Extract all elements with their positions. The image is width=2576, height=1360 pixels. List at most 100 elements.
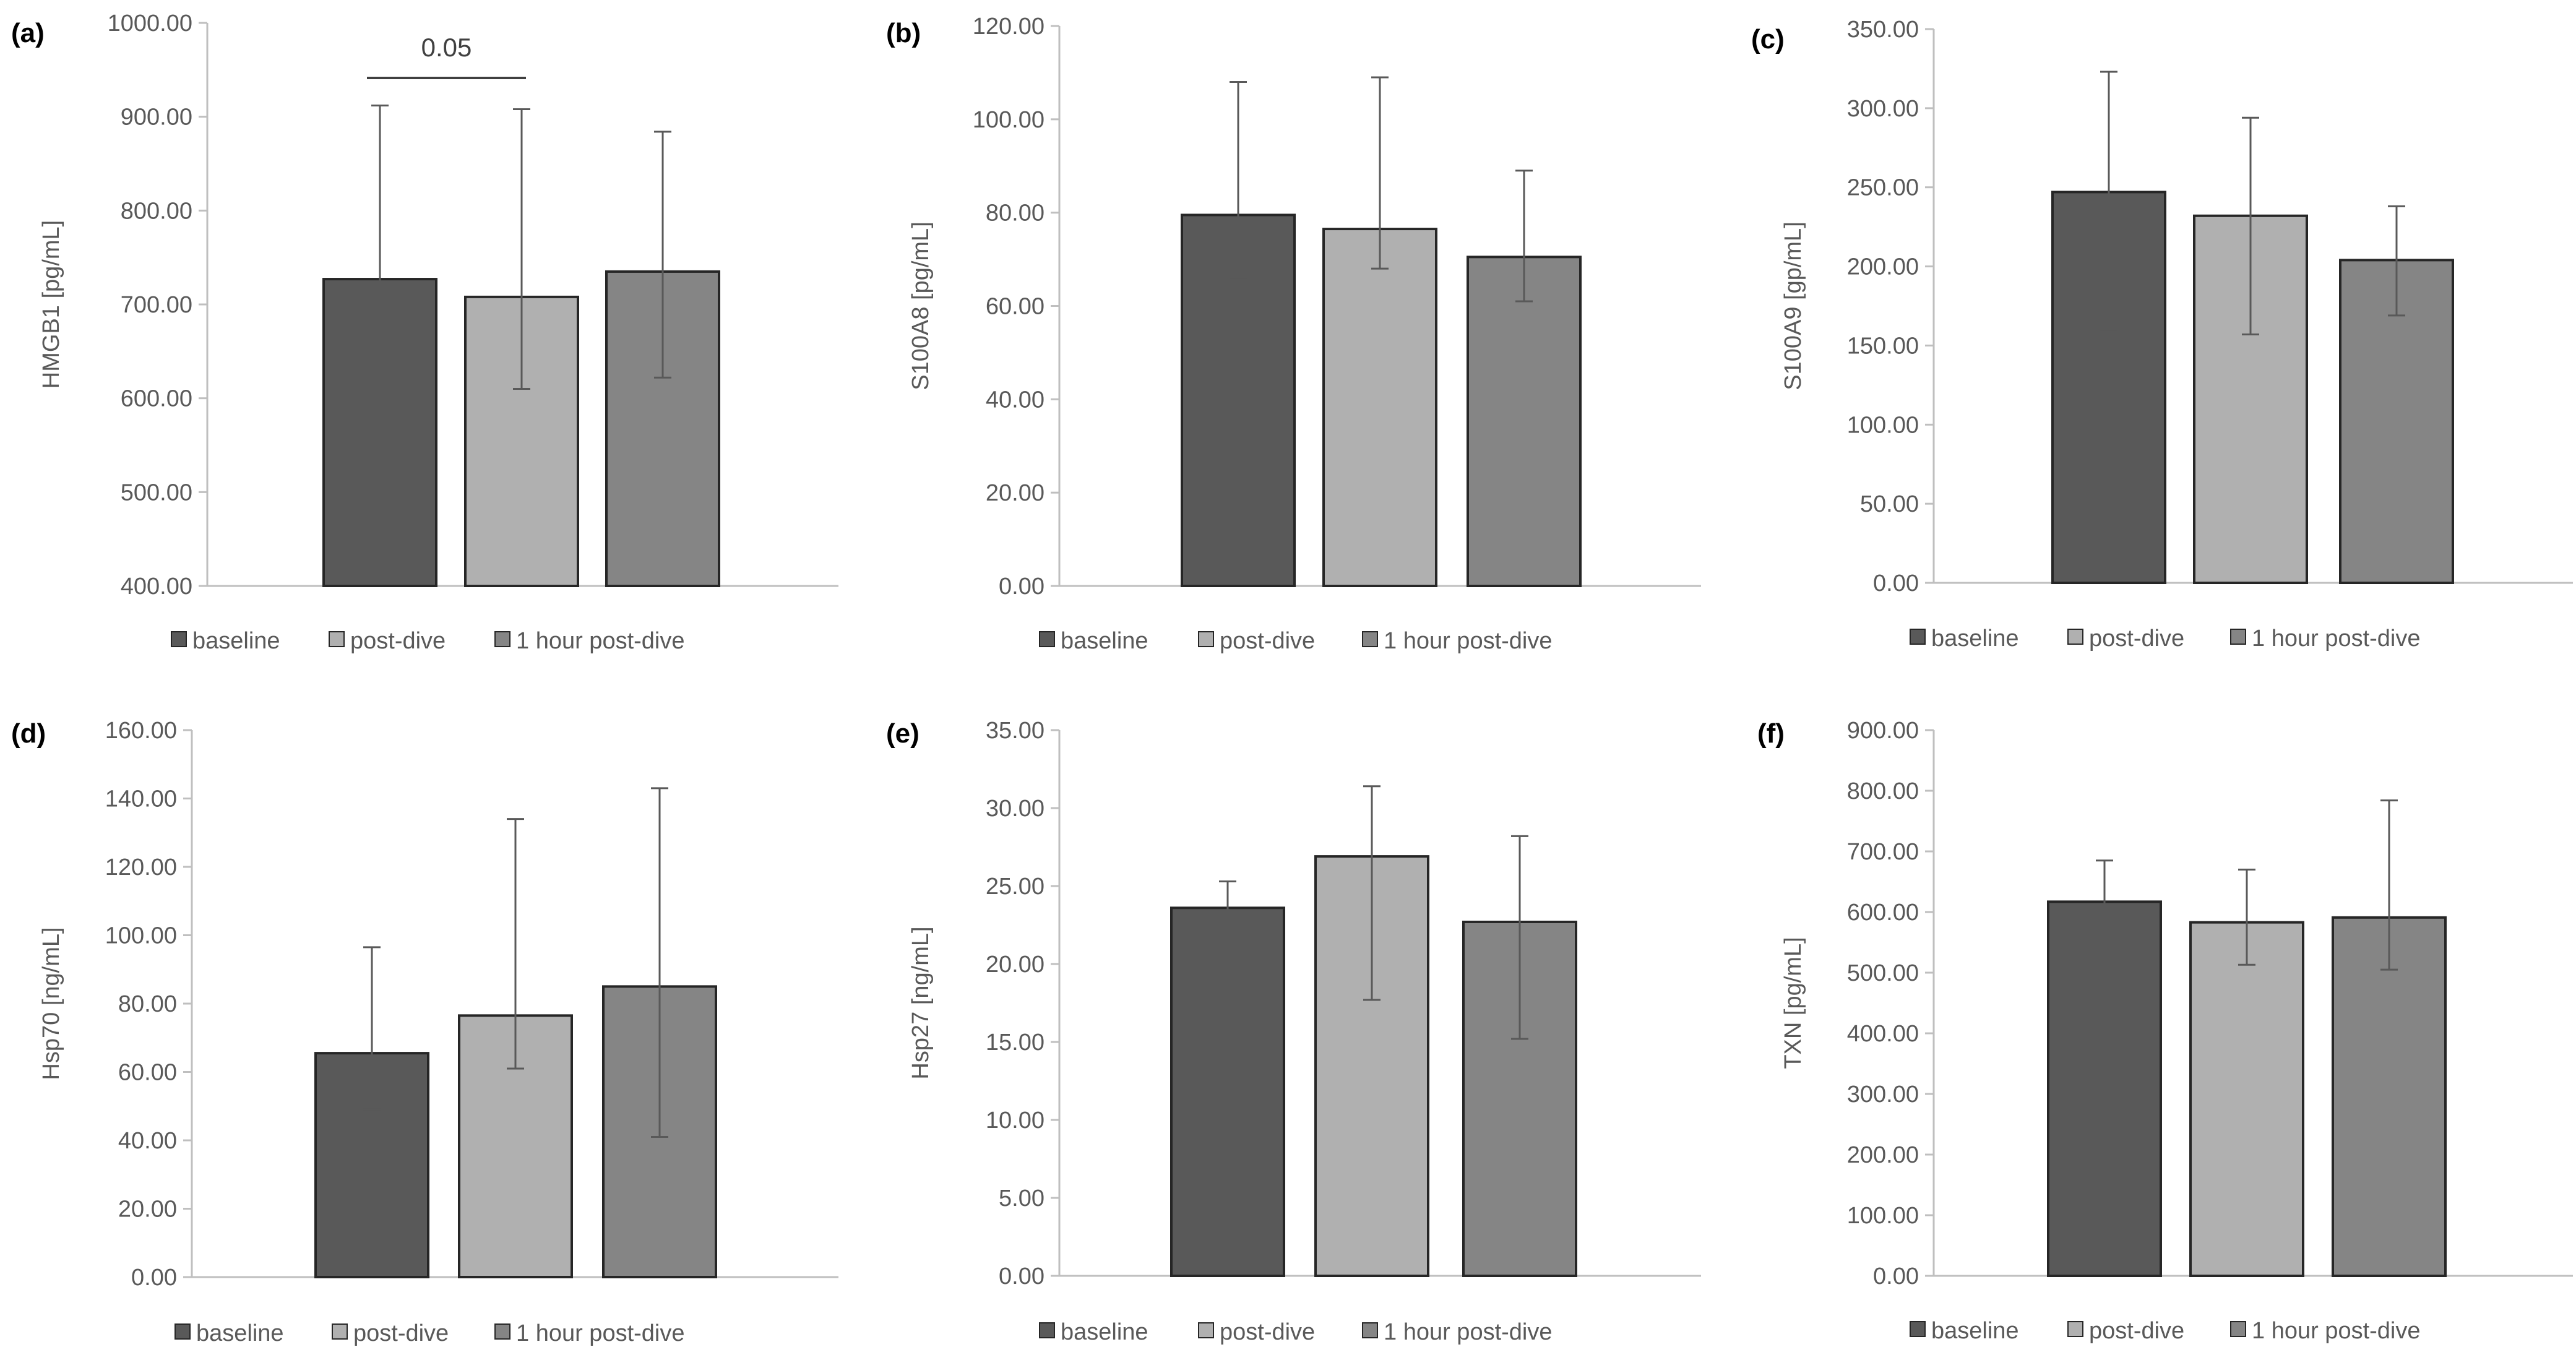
chart-panel-3: (c) 0.00 50.00 100.00 150.00 200.00 250.00 300.… <box>1751 17 2573 652</box>
y-tick-label: 0.00 <box>131 1265 177 1291</box>
y-tick-label: 200.00 <box>1847 254 1919 280</box>
legend-swatch <box>171 631 187 647</box>
panel-label: (f) <box>1757 718 1785 749</box>
legend-swatch <box>2230 629 2246 645</box>
legend-label: post-dive <box>350 628 446 654</box>
bar-post-dive <box>2189 921 2304 1278</box>
panel-label: (e) <box>886 718 920 749</box>
y-tick-label: 10.00 <box>986 1108 1045 1134</box>
y-tick-label: 250.00 <box>1847 175 1919 201</box>
y-tick-label: 800.00 <box>1847 778 1919 804</box>
legend-swatch <box>329 631 345 647</box>
y-tick-label: 700.00 <box>1847 839 1919 865</box>
legend-label: baseline <box>1061 628 1148 654</box>
y-tick-label: 40.00 <box>986 387 1045 413</box>
legend-label: 1 hour post-dive <box>516 628 685 654</box>
legend-label: post-dive <box>2089 626 2184 652</box>
y-tick-label: 300.00 <box>1847 1082 1919 1108</box>
y-tick-label: 700.00 <box>121 292 192 318</box>
panel-label: (b) <box>886 18 921 48</box>
y-tick-label: 60.00 <box>986 294 1045 320</box>
y-tick-label: 600.00 <box>1847 900 1919 926</box>
y-tick-label: 900.00 <box>121 105 192 131</box>
legend-label: post-dive <box>1220 628 1315 654</box>
y-axis-title: Hsp27 [ng/mL] <box>908 926 934 1079</box>
legend-swatch <box>1198 631 1214 647</box>
legend-label: 1 hour post-dive <box>1384 628 1553 654</box>
legend-label: 1 hour post-dive <box>1384 1319 1553 1345</box>
bar-baseline <box>1170 906 1285 1277</box>
y-tick-label: 100.00 <box>973 107 1045 133</box>
y-tick-label: 80.00 <box>118 991 177 1017</box>
chart-panel-4: (d) 0.00 20.00 40.00 60.00 80.00 100.00 120.00 1… <box>11 718 838 1346</box>
legend-swatch <box>1362 631 1378 647</box>
y-tick-label: 120.00 <box>973 14 1045 40</box>
chart-panel-2: (b) 0.00 20.00 40.00 60.00 80.00 100.00 120.00 S… <box>886 14 1701 654</box>
y-tick-label: 150.00 <box>1847 333 1919 359</box>
y-axis-title: Hsp70 [ng/mL] <box>38 927 64 1080</box>
bar-post-dive <box>1322 228 1437 587</box>
legend-label: post-dive <box>353 1320 449 1346</box>
legend-label: 1 hour post-dive <box>2252 626 2421 652</box>
y-tick-label: 350.00 <box>1847 17 1919 43</box>
legend-swatch <box>2067 1321 2083 1337</box>
y-tick-label: 100.00 <box>105 923 177 949</box>
y-tick-label: 0.00 <box>999 1263 1045 1289</box>
y-tick-label: 160.00 <box>105 718 177 744</box>
legend-swatch <box>1198 1322 1214 1338</box>
y-tick-label: 300.00 <box>1847 96 1919 122</box>
legend-swatch <box>332 1323 348 1340</box>
legend-label: post-dive <box>1220 1319 1315 1345</box>
legend-swatch <box>2230 1321 2246 1337</box>
legend-label: 1 hour post-dive <box>2252 1318 2421 1344</box>
y-axis-title: HMGB1 [pg/mL] <box>38 220 64 389</box>
panel-label: (d) <box>11 718 46 749</box>
legend-swatch <box>494 631 510 647</box>
y-tick-label: 120.00 <box>105 854 177 880</box>
legend-swatch <box>1039 1322 1055 1338</box>
legend-swatch <box>1910 629 1926 645</box>
y-tick-label: 600.00 <box>121 386 192 412</box>
panel-label: (a) <box>11 18 45 48</box>
y-tick-label: 20.00 <box>986 952 1045 978</box>
significance-label: 0.05 <box>421 33 472 62</box>
legend-swatch <box>1910 1321 1926 1337</box>
y-tick-label: 500.00 <box>121 480 192 506</box>
legend-swatch <box>174 1323 191 1340</box>
bar-baseline <box>322 278 437 587</box>
y-tick-label: 1000.00 <box>108 11 192 37</box>
y-tick-label: 200.00 <box>1847 1142 1919 1168</box>
y-tick-label: 25.00 <box>986 874 1045 900</box>
y-tick-label: 500.00 <box>1847 960 1919 986</box>
y-tick-label: 900.00 <box>1847 718 1919 744</box>
y-tick-label: 0.00 <box>999 574 1045 600</box>
y-axis-title: TXN [pg/mL] <box>1780 937 1806 1069</box>
y-axis-title: S100A9 [gp/mL] <box>1780 222 1806 390</box>
y-tick-label: 400.00 <box>121 574 192 600</box>
chart-panel-1: (a) 400.00 500.00 600.00 700.00 800.00 900.00 1… <box>11 11 838 654</box>
bar-1-hour-post-dive <box>1467 256 1582 587</box>
y-tick-label: 0.00 <box>1873 1263 1919 1289</box>
y-tick-label: 40.00 <box>118 1128 177 1154</box>
chart-panel-5: (e) 0.00 5.00 10.00 15.00 20.00 25.00 30.00 35.0… <box>886 718 1701 1345</box>
legend-label: baseline <box>1931 626 2019 652</box>
y-tick-label: 100.00 <box>1847 1203 1919 1229</box>
legend-label: baseline <box>196 1320 284 1346</box>
y-tick-label: 80.00 <box>986 200 1045 226</box>
y-tick-label: 0.00 <box>1873 570 1919 596</box>
legend-label: baseline <box>1931 1318 2019 1344</box>
y-tick-label: 400.00 <box>1847 1021 1919 1047</box>
legend-label: baseline <box>1061 1319 1148 1345</box>
y-tick-label: 60.00 <box>118 1060 177 1086</box>
y-tick-label: 30.00 <box>986 796 1045 822</box>
y-tick-label: 35.00 <box>986 718 1045 744</box>
y-tick-label: 20.00 <box>118 1197 177 1223</box>
y-tick-label: 50.00 <box>1860 491 1919 517</box>
y-axis-title: S100A8 [pg/mL] <box>908 222 934 390</box>
panel-label: (c) <box>1751 24 1785 54</box>
legend-label: 1 hour post-dive <box>516 1320 685 1346</box>
y-tick-label: 100.00 <box>1847 412 1919 438</box>
legend-swatch <box>1362 1322 1378 1338</box>
legend-label: post-dive <box>2089 1318 2184 1344</box>
legend-swatch <box>2067 629 2083 645</box>
